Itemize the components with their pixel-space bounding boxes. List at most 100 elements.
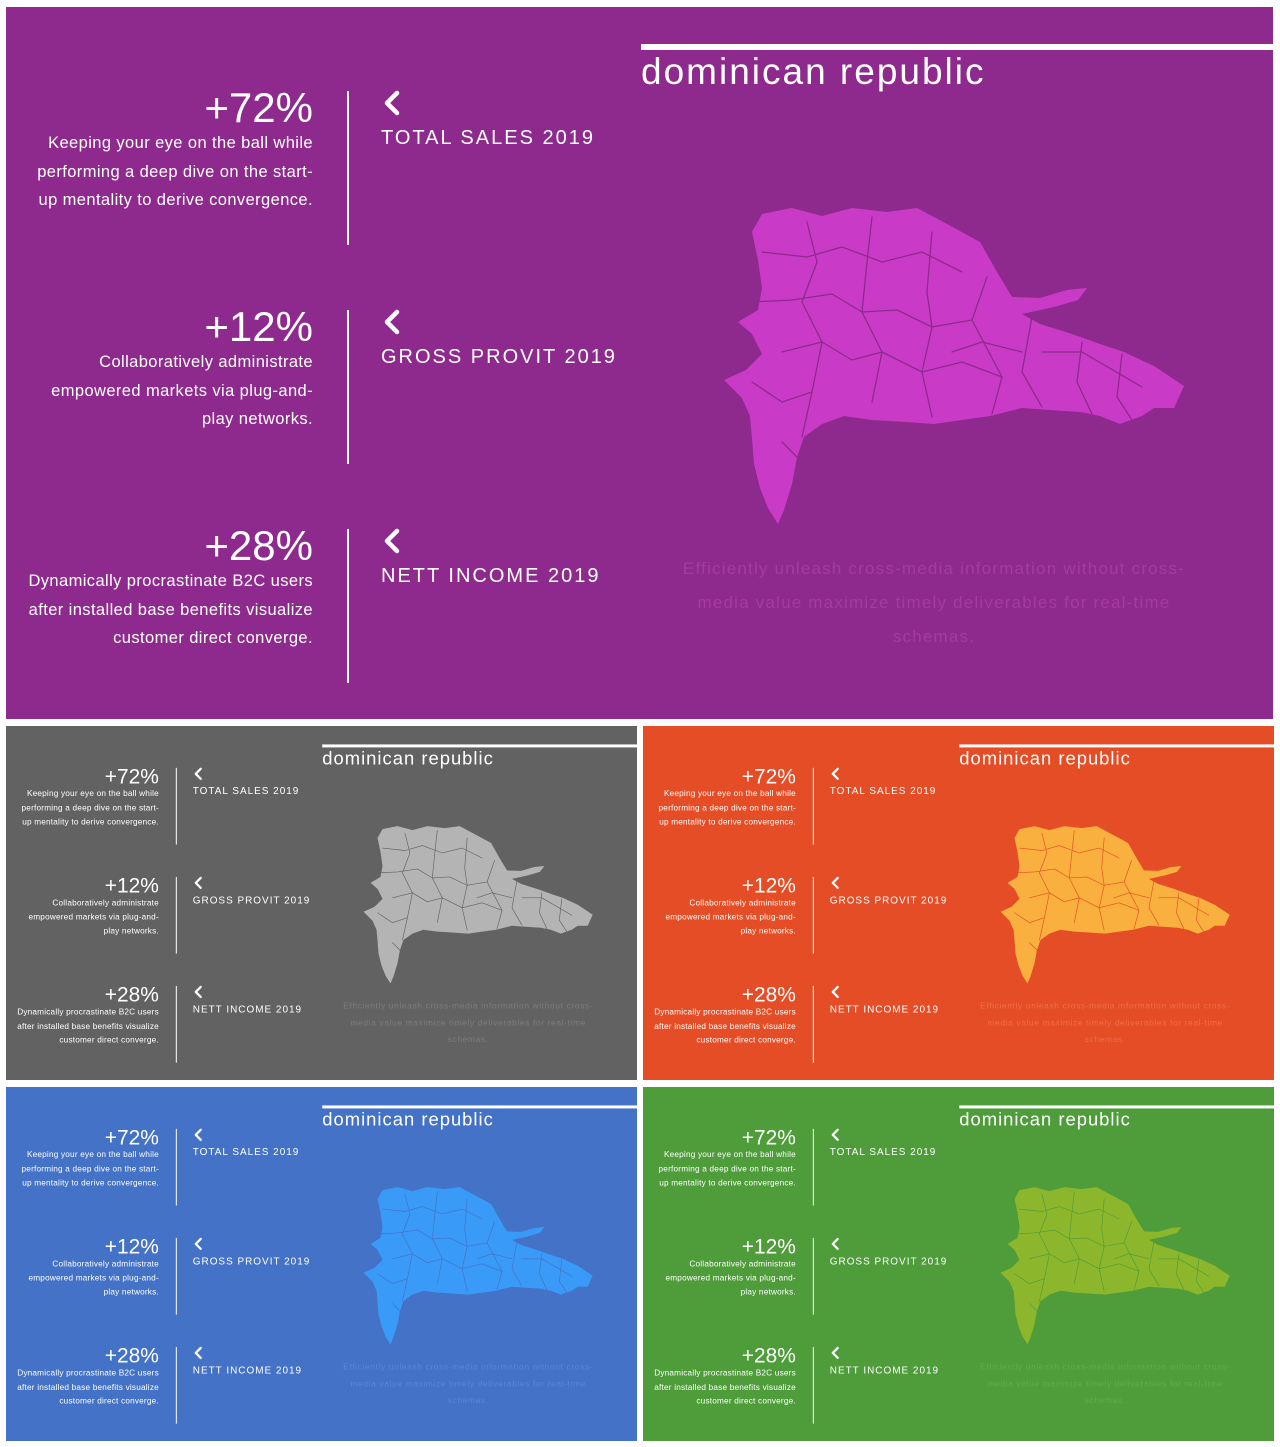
stat-description: Dynamically procrastinate B2C users afte… [17, 1368, 159, 1406]
stat-value: +12% [204, 303, 313, 350]
dominican-republic-map [363, 1184, 595, 1344]
map-caption: Efficiently unleash cross-media informat… [980, 1361, 1231, 1406]
stat-divider [175, 876, 177, 954]
chevron-left-icon [828, 876, 842, 890]
stat-divider [347, 91, 349, 245]
map-caption: Efficiently unleash cross-media informat… [980, 1000, 1231, 1045]
stat-description: Keeping your eye on the ball while perfo… [658, 789, 796, 827]
stat-description: Keeping your eye on the ball while perfo… [658, 1150, 796, 1188]
stat-description: Collaboratively administrate empowered m… [665, 1259, 796, 1297]
stat-value: +28% [741, 982, 796, 1006]
stat-description: Keeping your eye on the ball while perfo… [37, 134, 313, 209]
stat-label: GROSS PROVIT 2019 [829, 1255, 948, 1267]
title-underline [322, 1105, 637, 1109]
map-caption: Efficiently unleash cross-media informat… [343, 1000, 594, 1045]
stat-label: TOTAL SALES 2019 [192, 785, 300, 797]
slide-title: dominican republic [959, 1108, 1131, 1130]
stat-divider [175, 1237, 177, 1315]
stat-description: Collaboratively administrate empowered m… [51, 353, 313, 428]
stat-value: +12% [104, 873, 159, 897]
stat-value: +72% [741, 764, 796, 788]
chevron-left-icon [191, 1346, 205, 1360]
chevron-left-icon [828, 1237, 842, 1251]
slide-title: dominican republic [322, 1108, 494, 1130]
stat-label: GROSS PROVIT 2019 [192, 894, 311, 906]
stat-divider [812, 767, 814, 845]
stat-value: +12% [741, 1234, 796, 1258]
stat-description: Collaboratively administrate empowered m… [28, 1259, 159, 1297]
stat-label: TOTAL SALES 2019 [829, 1146, 937, 1158]
stat-value: +72% [104, 764, 159, 788]
stat-label: GROSS PROVIT 2019 [829, 894, 948, 906]
stat-label: NETT INCOME 2019 [192, 1364, 303, 1376]
stat-value: +28% [104, 982, 159, 1006]
map-caption: Efficiently unleash cross-media informat… [682, 559, 1186, 646]
chevron-left-icon [378, 308, 406, 336]
stat-divider [812, 1128, 814, 1206]
stat-divider [812, 1346, 814, 1424]
stat-divider [175, 1128, 177, 1206]
stat-label: NETT INCOME 2019 [829, 1364, 940, 1376]
stat-value: +28% [204, 522, 313, 569]
stat-divider [812, 985, 814, 1063]
chevron-left-icon [378, 527, 406, 555]
title-underline [959, 744, 1274, 748]
slide-title: dominican republic [959, 747, 1131, 769]
stat-divider [347, 529, 349, 683]
slide-blue: dominican republic +72% Keeping your eye… [6, 1087, 637, 1441]
chevron-left-icon [191, 985, 205, 999]
stat-divider [812, 876, 814, 954]
stat-value: +72% [104, 1125, 159, 1149]
chevron-left-icon [191, 876, 205, 890]
stat-value: +28% [104, 1343, 159, 1367]
stat-value: +72% [204, 84, 313, 131]
slide-purple: dominican republic +72% Keeping your eye… [6, 7, 1273, 719]
dominican-republic-map [722, 202, 1188, 524]
stat-label: TOTAL SALES 2019 [381, 127, 595, 149]
stat-divider [175, 1346, 177, 1424]
stat-value: +12% [104, 1234, 159, 1258]
stat-description: Dynamically procrastinate B2C users afte… [17, 1007, 159, 1045]
stat-value: +12% [741, 873, 796, 897]
stat-divider [175, 985, 177, 1063]
stat-label: NETT INCOME 2019 [192, 1003, 303, 1015]
chevron-left-icon [191, 767, 205, 781]
dominican-republic-map [1000, 1184, 1232, 1344]
title-underline [641, 44, 1273, 50]
title-underline [959, 1105, 1274, 1109]
stat-divider [175, 767, 177, 845]
chevron-left-icon [828, 1128, 842, 1142]
stat-label: GROSS PROVIT 2019 [381, 346, 617, 368]
stat-description: Collaboratively administrate empowered m… [28, 898, 159, 936]
stat-divider [812, 1237, 814, 1315]
stat-description: Collaboratively administrate empowered m… [665, 898, 796, 936]
slide-title: dominican republic [641, 51, 986, 92]
slide-gray: dominican republic +72% Keeping your eye… [6, 726, 637, 1080]
chevron-left-icon [191, 1237, 205, 1251]
map-caption: Efficiently unleash cross-media informat… [343, 1361, 594, 1406]
dominican-republic-map [363, 823, 595, 983]
chevron-left-icon [378, 89, 406, 117]
stat-value: +72% [741, 1125, 796, 1149]
stat-label: TOTAL SALES 2019 [192, 1146, 300, 1158]
chevron-left-icon [191, 1128, 205, 1142]
stat-label: NETT INCOME 2019 [829, 1003, 940, 1015]
dominican-republic-map [1000, 823, 1232, 983]
chevron-left-icon [828, 1346, 842, 1360]
stat-description: Keeping your eye on the ball while perfo… [21, 1150, 159, 1188]
stat-value: +28% [741, 1343, 796, 1367]
stat-label: GROSS PROVIT 2019 [192, 1255, 311, 1267]
slide-orange: dominican republic +72% Keeping your eye… [643, 726, 1274, 1080]
slide-green: dominican republic +72% Keeping your eye… [643, 1087, 1274, 1441]
stat-divider [347, 310, 349, 464]
slide-title: dominican republic [322, 747, 494, 769]
chevron-left-icon [828, 767, 842, 781]
stat-description: Dynamically procrastinate B2C users afte… [28, 572, 313, 647]
stat-label: TOTAL SALES 2019 [829, 785, 937, 797]
chevron-left-icon [828, 985, 842, 999]
title-underline [322, 744, 637, 748]
stat-description: Dynamically procrastinate B2C users afte… [654, 1368, 796, 1406]
stat-label: NETT INCOME 2019 [381, 565, 601, 587]
stat-description: Dynamically procrastinate B2C users afte… [654, 1007, 796, 1045]
stat-description: Keeping your eye on the ball while perfo… [21, 789, 159, 827]
